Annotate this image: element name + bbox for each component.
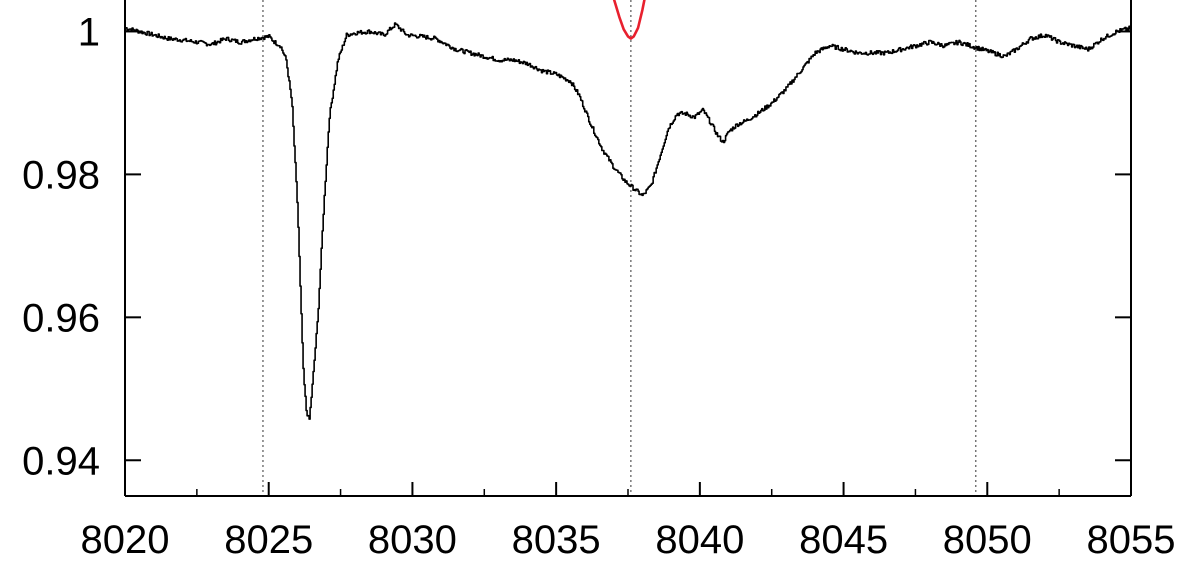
x-tick-label-2: 8030	[368, 518, 457, 562]
series-line-0	[125, 22, 1131, 420]
x-tick-label-4: 8040	[655, 518, 744, 562]
x-tick-label-0: 8020	[81, 518, 170, 562]
y-tick-label-2: 0.98	[22, 153, 100, 197]
y-tick-label-0: 0.94	[22, 439, 100, 483]
x-tick-label-5: 8045	[799, 518, 888, 562]
x-tick-label-1: 8025	[224, 518, 313, 562]
reference-lines	[262, 0, 977, 496]
axes	[124, 0, 1132, 497]
series-line-1	[612, 0, 646, 40]
y-tick-label-3: 1	[78, 10, 100, 54]
x-tick-label-7: 8055	[1087, 518, 1176, 562]
y-tick-label-1: 0.96	[22, 296, 100, 340]
x-tick-label-3: 8035	[512, 518, 601, 562]
series-layer	[125, 0, 1131, 420]
x-tick-label-6: 8050	[943, 518, 1032, 562]
tick-labels: 8020 8025 8030 8035 8040 8045 8050 8055 0.94 0.96…	[22, 10, 1175, 562]
ticks	[124, 30, 1132, 496]
